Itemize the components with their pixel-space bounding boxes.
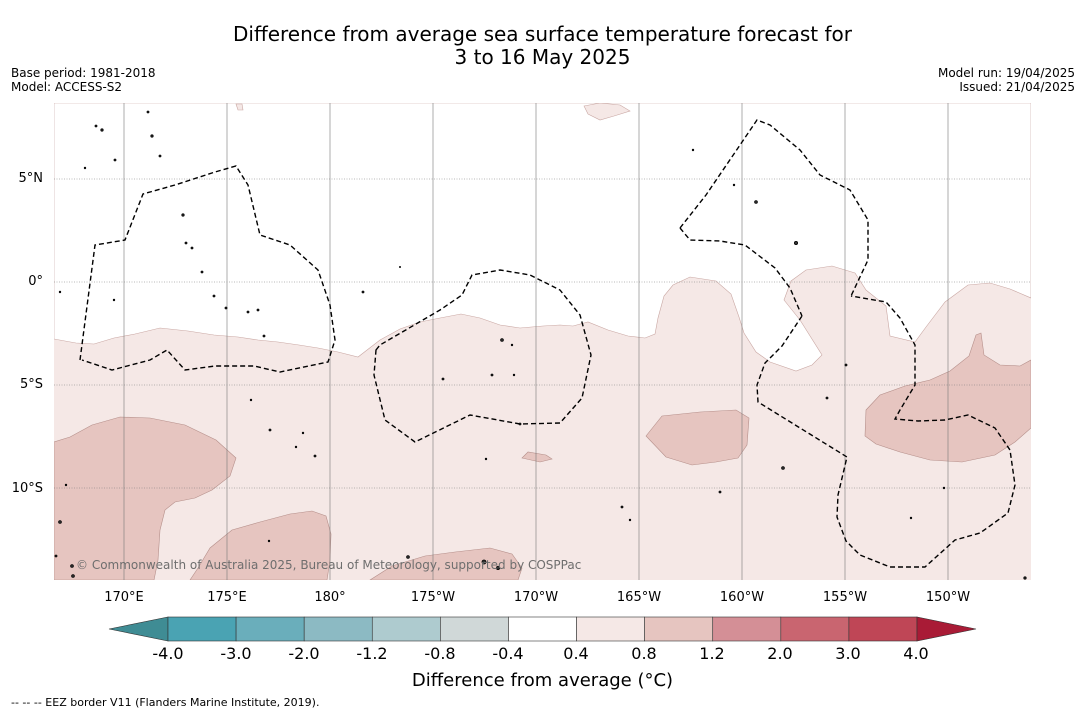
base-period-label: Base period: 1981-2018: [11, 66, 156, 80]
near-normal-patch-top: [583, 103, 631, 121]
eez-border-east: [679, 119, 1016, 568]
colorbar-tick-label: 0.8: [631, 644, 657, 663]
lon-label-175e: 175°E: [207, 590, 247, 605]
colorbar-tick-label: -3.0: [220, 644, 252, 663]
colorbar-extension-low: [108, 616, 169, 642]
islands: [54, 110, 1027, 580]
colorbar-extension-high: [916, 616, 977, 642]
colorbar-segment: [576, 616, 645, 642]
lat-label-10s: 10°S: [11, 481, 43, 496]
copyright-notice: © Commonwealth of Australia 2025, Bureau…: [76, 558, 582, 572]
colorbar-tick-label: -1.2: [356, 644, 388, 663]
colorbar-segment: [644, 616, 714, 642]
colorbar-segment: [440, 616, 509, 642]
eez-border-central: [373, 269, 592, 443]
colorbar-tick-label: 0.4: [563, 644, 589, 663]
colorbar-tick-label: -4.0: [152, 644, 184, 663]
eez-footnote: -- -- -- EEZ border V11 (Flanders Marine…: [11, 696, 320, 709]
lon-label-165w: 165°W: [616, 590, 662, 605]
lon-label-160w: 160°W: [719, 590, 765, 605]
colorbar-tick-label: 3.0: [835, 644, 861, 663]
colorbar-segment: [508, 616, 577, 642]
lon-label-155w: 155°W: [822, 590, 868, 605]
model-label: Model: ACCESS-S2: [11, 80, 123, 94]
lon-label-150w: 150°W: [925, 590, 971, 605]
colorbar-segment: [780, 616, 850, 642]
lat-label-5s: 5°S: [19, 377, 43, 392]
colorbar-segment: [235, 616, 305, 642]
colorbar-segment: [371, 616, 441, 642]
colorbar-segment: [848, 616, 918, 642]
colorbar-tick-label: -2.0: [288, 644, 320, 663]
colorbar-segment: [712, 616, 782, 642]
anomaly-region-0.8-1.2-west: [54, 416, 237, 580]
eez-border-west: [79, 165, 336, 373]
colorbar-segment: [167, 616, 237, 642]
colorbar-tick-label: 4.0: [903, 644, 929, 663]
colorbar-tick-label: -0.8: [424, 644, 456, 663]
colorbar-title: Difference from average (°C): [411, 670, 674, 691]
anomaly-region-0.8-1.2-south: [189, 510, 332, 580]
lat-label-5n: 5°N: [18, 171, 44, 186]
lon-label-175w: 175°W: [410, 590, 456, 605]
map-title-line2: 3 to 16 May 2025: [454, 45, 631, 69]
colorbar-tick-label: 1.2: [699, 644, 725, 663]
map-title-line1: Difference from average sea surface temp…: [232, 22, 852, 46]
anomaly-region-0.8-1.2-central: [645, 409, 750, 466]
model-run-label: Model run: 19/04/2025: [937, 66, 1075, 80]
colorbar-tick-label: -0.4: [492, 644, 524, 663]
lon-label-170e: 170°E: [104, 590, 144, 605]
colorbar-segment: [303, 616, 373, 642]
lat-label-0: 0°: [28, 274, 43, 289]
colorbar: [108, 616, 977, 642]
issued-label: Issued: 21/04/2025: [959, 80, 1075, 94]
lon-label-180: 180°: [314, 590, 346, 605]
lon-label-170w: 170°W: [513, 590, 559, 605]
colorbar-tick-label: 2.0: [767, 644, 793, 663]
